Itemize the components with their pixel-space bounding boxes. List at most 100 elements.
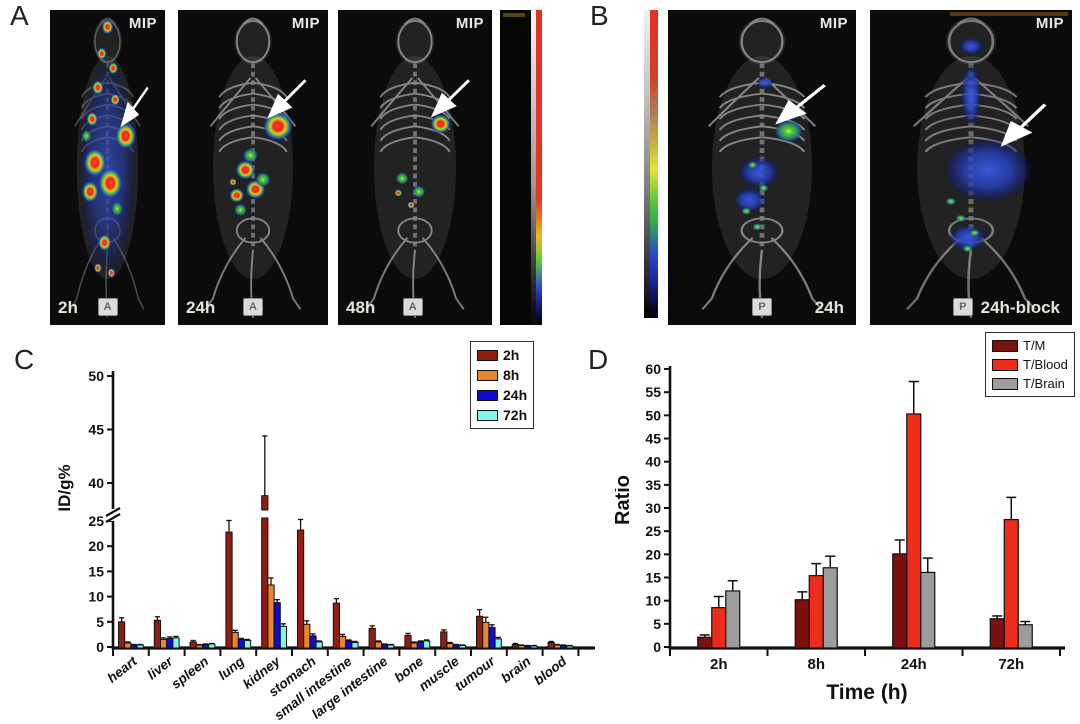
pet-scan-b-24h-block: MIP 24h-block P <box>870 10 1072 325</box>
pet-scan-a-48h: MIP 48h A <box>338 10 492 325</box>
tracer-hotspot <box>747 161 758 169</box>
svg-text:60: 60 <box>645 361 661 377</box>
bar <box>195 644 204 649</box>
bar <box>404 634 412 649</box>
bar <box>530 645 538 649</box>
tracer-hotspot <box>97 234 112 252</box>
bar <box>560 644 568 649</box>
y-axis-title: Ratio <box>615 475 634 525</box>
bar <box>315 641 323 649</box>
svg-text:55: 55 <box>645 384 661 400</box>
legend-label: 8h <box>503 367 520 383</box>
tracer-hotspot <box>110 93 120 106</box>
tumour-arrow <box>1000 103 1047 147</box>
orientation-badge: A <box>243 298 263 316</box>
bar <box>423 640 431 649</box>
bar <box>446 642 454 649</box>
legend-entry: 24h <box>477 387 527 403</box>
svg-text:72h: 72h <box>998 656 1024 673</box>
panel-c-legend: 2h 8h 24h 72h <box>470 341 535 429</box>
bar <box>261 517 269 649</box>
legend-swatch <box>477 389 498 401</box>
bar <box>273 602 281 649</box>
bar <box>297 529 305 649</box>
bar <box>351 641 359 649</box>
svg-text:5: 5 <box>96 614 104 630</box>
bar <box>416 641 424 649</box>
bar <box>231 631 239 649</box>
bar <box>381 643 389 649</box>
legend-swatch <box>477 349 498 361</box>
bar <box>697 636 713 649</box>
mip-label: MIP <box>819 15 848 32</box>
bar <box>374 641 382 649</box>
tracer-hotspot <box>774 120 803 143</box>
bar <box>208 643 216 649</box>
y-tick-labels: 0 5 10 15 20 25 30 35 40 45 50 55 60 <box>645 361 661 655</box>
bar <box>225 531 233 649</box>
svg-text:0: 0 <box>96 639 104 655</box>
bar <box>309 635 317 649</box>
mouse-mip-art <box>365 17 470 318</box>
x-tick-labels: 2h 8h 24h 72h <box>710 656 1024 673</box>
bar <box>118 621 126 649</box>
pet-scan-a-24h: MIP 24h A <box>178 10 328 325</box>
bar <box>136 644 144 649</box>
bar <box>267 584 275 649</box>
tracer-hotspot <box>430 114 451 134</box>
svg-text:45: 45 <box>645 431 661 447</box>
orientation-badge: P <box>752 298 772 316</box>
svg-text:brain: brain <box>498 654 533 686</box>
bar <box>794 599 810 649</box>
bar <box>452 644 460 649</box>
mip-label: MIP <box>291 15 320 32</box>
svg-text:8h: 8h <box>807 656 825 673</box>
tumour-arrow <box>120 86 149 128</box>
legend-entry: 2h <box>477 347 527 363</box>
tracer-hotspot <box>234 203 247 216</box>
svg-text:0: 0 <box>653 639 661 655</box>
y-tick-labels: 0 5 10 15 20 25 40 45 50 <box>88 368 104 655</box>
x-axis-title: Time (h) <box>826 681 907 704</box>
svg-text:tumour: tumour <box>452 653 498 694</box>
bar <box>547 641 555 649</box>
tracer-hotspot <box>395 172 409 185</box>
mip-label: MIP <box>128 15 157 32</box>
svg-text:45: 45 <box>88 422 104 438</box>
ct-gray-scalebar <box>644 10 650 318</box>
bar <box>906 413 922 649</box>
timepoint-label: 24h <box>814 298 844 317</box>
tracer-hotspot <box>115 122 137 150</box>
bar <box>711 607 727 649</box>
bar <box>189 641 197 649</box>
tracer-hotspot <box>101 19 114 35</box>
svg-text:25: 25 <box>88 513 104 529</box>
legend-swatch <box>477 369 498 381</box>
mip-label: MIP <box>455 15 484 32</box>
tracer-hotspot <box>107 268 116 278</box>
legend-entry: T/M <box>992 338 1068 353</box>
orientation-badge: A <box>402 298 423 316</box>
tumour-arrow <box>775 84 826 125</box>
tracer-hotspot <box>394 189 403 197</box>
tracer-hotspot <box>97 167 123 199</box>
scale-watermark <box>503 13 525 17</box>
bar <box>524 645 532 649</box>
legend-swatch <box>992 377 1018 390</box>
tumour-arrow <box>430 79 470 118</box>
bar <box>989 618 1005 649</box>
bar <box>153 619 162 649</box>
bar <box>476 615 484 649</box>
bar <box>303 623 311 649</box>
legend-swatch <box>992 339 1018 352</box>
scanner-watermark <box>950 12 1068 16</box>
tracer-hotspot <box>752 223 762 231</box>
bar <box>482 621 490 649</box>
tumour-arrow <box>267 79 307 119</box>
bar <box>553 644 561 649</box>
tracer-hotspot <box>960 63 982 127</box>
svg-text:2h: 2h <box>710 656 728 673</box>
legend-label: 2h <box>503 347 520 363</box>
tracer-hotspot <box>81 129 92 143</box>
